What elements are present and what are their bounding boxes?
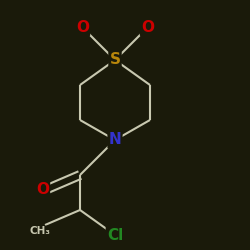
Text: Cl: Cl (107, 228, 123, 242)
Text: N: N (108, 132, 122, 148)
Text: O: O (76, 20, 89, 35)
Text: CH₃: CH₃ (30, 226, 50, 236)
Text: O: O (36, 182, 49, 198)
Text: S: S (110, 52, 120, 68)
Text: O: O (141, 20, 154, 35)
